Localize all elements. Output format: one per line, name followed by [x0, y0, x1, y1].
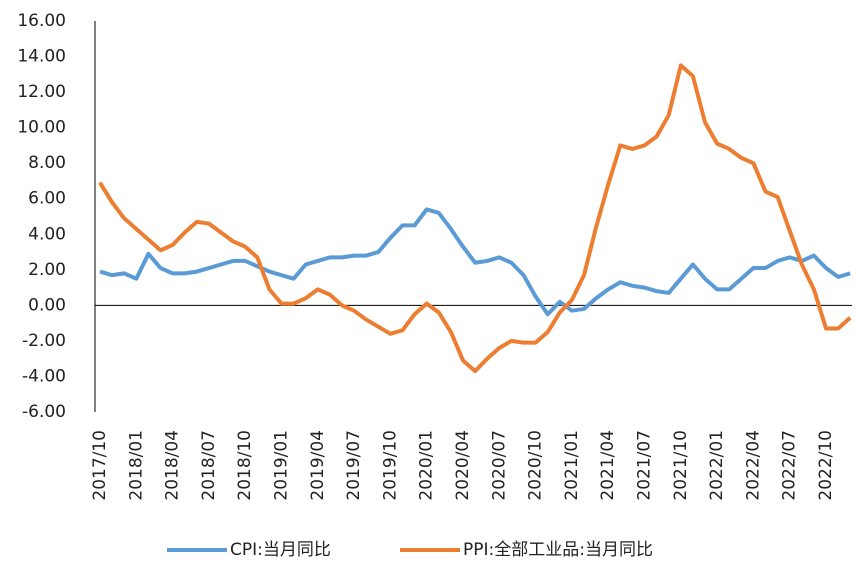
- legend-label: CPI:当月同比: [230, 540, 331, 560]
- y-tick-label: -2.00: [22, 331, 66, 351]
- x-tick-label: 2019/07: [344, 430, 364, 501]
- y-tick-label: 12.00: [17, 82, 66, 102]
- x-tick-label: 2018/01: [126, 430, 146, 501]
- x-tick-label: 2020/04: [453, 430, 473, 501]
- y-tick-label: 0.00: [28, 295, 66, 315]
- legend-label: PPI:全部工业品:当月同比: [463, 540, 653, 560]
- series-line: [99, 207, 851, 317]
- y-tick-label: 4.00: [28, 224, 66, 244]
- x-tick-label: 2018/07: [199, 430, 219, 501]
- y-tick-label: 8.00: [28, 153, 66, 173]
- x-tick-label: 2019/01: [272, 430, 292, 501]
- x-tick-label: 2020/01: [417, 430, 437, 501]
- y-tick-label: 2.00: [28, 260, 66, 280]
- x-tick-label: 2018/04: [163, 430, 183, 501]
- y-tick-label: -6.00: [22, 402, 66, 422]
- x-tick-label: 2019/10: [380, 430, 400, 501]
- y-tick-label: -4.00: [22, 366, 66, 386]
- x-tick-label: 2022/04: [743, 430, 763, 501]
- x-tick-label: 2021/10: [671, 430, 691, 501]
- x-tick-label: 2022/07: [780, 430, 800, 501]
- x-tick-label: 2021/07: [635, 430, 655, 501]
- x-tick-label: 2020/07: [489, 430, 509, 501]
- series-line: [98, 63, 852, 374]
- y-tick-label: 14.00: [17, 47, 66, 67]
- x-tick-label: 2022/01: [707, 430, 727, 501]
- x-tick-label: 2022/10: [816, 430, 836, 501]
- y-tick-label: 6.00: [28, 189, 66, 209]
- x-tick-label: 2019/04: [308, 430, 328, 501]
- x-tick-label: 2021/01: [562, 430, 582, 501]
- x-tick-label: 2017/10: [90, 430, 110, 501]
- y-tick-label: 16.00: [17, 11, 66, 31]
- x-tick-label: 2018/10: [235, 430, 255, 501]
- x-tick-label: 2021/04: [598, 430, 618, 501]
- y-tick-label: 10.00: [17, 118, 66, 138]
- x-tick-label: 2020/10: [526, 430, 546, 501]
